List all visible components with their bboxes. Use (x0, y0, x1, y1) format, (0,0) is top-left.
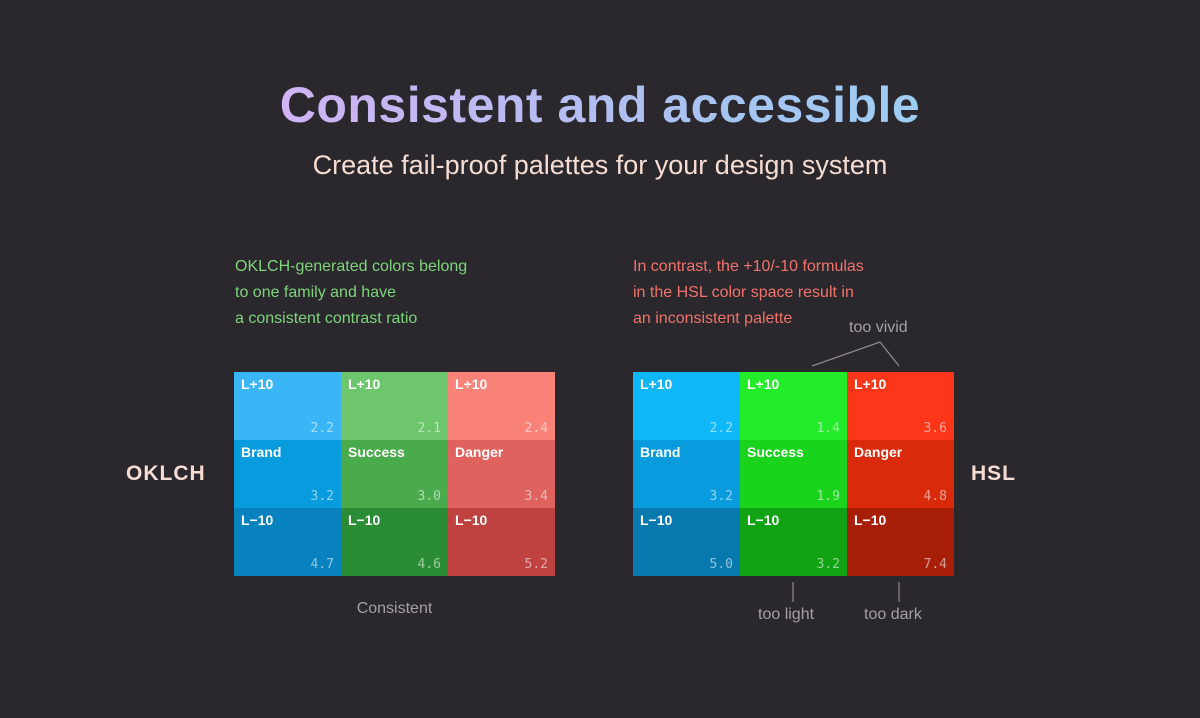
swatch-label: Success (747, 444, 804, 460)
too-vivid-pointer (811, 341, 900, 367)
oklch-description-line: to one family and have (235, 284, 396, 301)
hsl-swatch: Danger 4.8 (847, 440, 954, 508)
swatch-label: L+10 (455, 376, 488, 392)
oklch-swatch: Success 3.0 (341, 440, 448, 508)
contrast-ratio: 3.2 (709, 489, 733, 504)
hsl-swatch: Brand 3.2 (633, 440, 740, 508)
swatch-label: Brand (241, 444, 282, 460)
swatch-label: L−10 (854, 512, 887, 528)
oklch-swatch: L+10 2.2 (234, 372, 341, 440)
hsl-swatch: L−10 7.4 (847, 508, 954, 576)
swatch-label: L+10 (241, 376, 274, 392)
contrast-ratio: 4.7 (310, 557, 334, 572)
hsl-swatch: L+10 2.2 (633, 372, 740, 440)
hsl-label: HSL (971, 462, 1016, 485)
swatch-label: L−10 (241, 512, 274, 528)
contrast-ratio: 4.6 (417, 557, 441, 572)
contrast-ratio: 3.4 (524, 489, 548, 504)
page-subtitle: Create fail-proof palettes for your desi… (312, 150, 888, 180)
oklch-label: OKLCH (126, 462, 206, 485)
hsl-swatch: L−10 3.2 (740, 508, 847, 576)
hsl-description: In contrast, the +10/-10 formulas in the… (633, 254, 963, 332)
contrast-ratio: 5.0 (709, 557, 733, 572)
swatch-label: L+10 (854, 376, 887, 392)
oklch-description: OKLCH-generated colors belong to one fam… (235, 254, 565, 332)
contrast-ratio: 2.2 (709, 421, 733, 436)
page-title: Consistent and accessible (0, 76, 1200, 134)
swatch-label: Danger (455, 444, 504, 460)
oklch-description-line: OKLCH-generated colors belong (235, 258, 468, 275)
oklch-swatch: L−10 5.2 (448, 508, 555, 576)
contrast-ratio: 5.2 (524, 557, 548, 572)
contrast-ratio: 3.2 (310, 489, 334, 504)
hsl-palette-grid: L+10 2.2 L+10 1.4 L+10 3.6 Brand 3.2 Success 1.9 D… (633, 372, 954, 576)
too-light-annotation: too light (758, 606, 815, 623)
too-vivid-annotation: too vivid (849, 319, 908, 336)
swatch-label: L−10 (640, 512, 673, 528)
hsl-swatch: L−10 5.0 (633, 508, 740, 576)
contrast-ratio: 3.2 (816, 557, 840, 572)
contrast-ratio: 2.4 (524, 421, 548, 436)
oklch-palette-grid: L+10 2.2 L+10 2.1 L+10 2.4 Brand 3.2 Success 3.0 D… (234, 372, 555, 576)
contrast-ratio: 2.2 (310, 421, 334, 436)
hsl-description-line: In contrast, the +10/-10 formulas (633, 258, 864, 275)
contrast-ratio: 4.8 (923, 489, 947, 504)
swatch-label: Brand (640, 444, 681, 460)
contrast-ratio: 1.9 (816, 489, 840, 504)
contrast-ratio: 3.0 (417, 489, 441, 504)
hsl-swatch: Success 1.9 (740, 440, 847, 508)
contrast-ratio: 7.4 (923, 557, 947, 572)
hsl-swatch: L+10 3.6 (847, 372, 954, 440)
consistent-annotation: Consistent (356, 600, 433, 617)
oklch-swatch: L+10 2.1 (341, 372, 448, 440)
hsl-swatch: L+10 1.4 (740, 372, 847, 440)
oklch-swatch: L−10 4.6 (341, 508, 448, 576)
swatch-label: L+10 (747, 376, 780, 392)
swatch-label: L−10 (348, 512, 381, 528)
swatch-label: L+10 (348, 376, 381, 392)
swatch-label: L−10 (747, 512, 780, 528)
hsl-description-line: in the HSL color space result in (633, 284, 854, 301)
swatch-label: L+10 (640, 376, 673, 392)
swatch-label: L−10 (455, 512, 488, 528)
swatch-label: Danger (854, 444, 903, 460)
contrast-ratio: 2.1 (417, 421, 441, 436)
oklch-swatch: Brand 3.2 (234, 440, 341, 508)
oklch-swatch: L+10 2.4 (448, 372, 555, 440)
contrast-ratio: 3.6 (923, 421, 947, 436)
swatch-label: Success (348, 444, 405, 460)
hsl-description-line: an inconsistent palette (633, 310, 793, 327)
oklch-swatch: L−10 4.7 (234, 508, 341, 576)
contrast-ratio: 1.4 (816, 421, 840, 436)
oklch-swatch: Danger 3.4 (448, 440, 555, 508)
too-dark-annotation: too dark (864, 606, 922, 623)
oklch-description-line: a consistent contrast ratio (235, 310, 418, 327)
